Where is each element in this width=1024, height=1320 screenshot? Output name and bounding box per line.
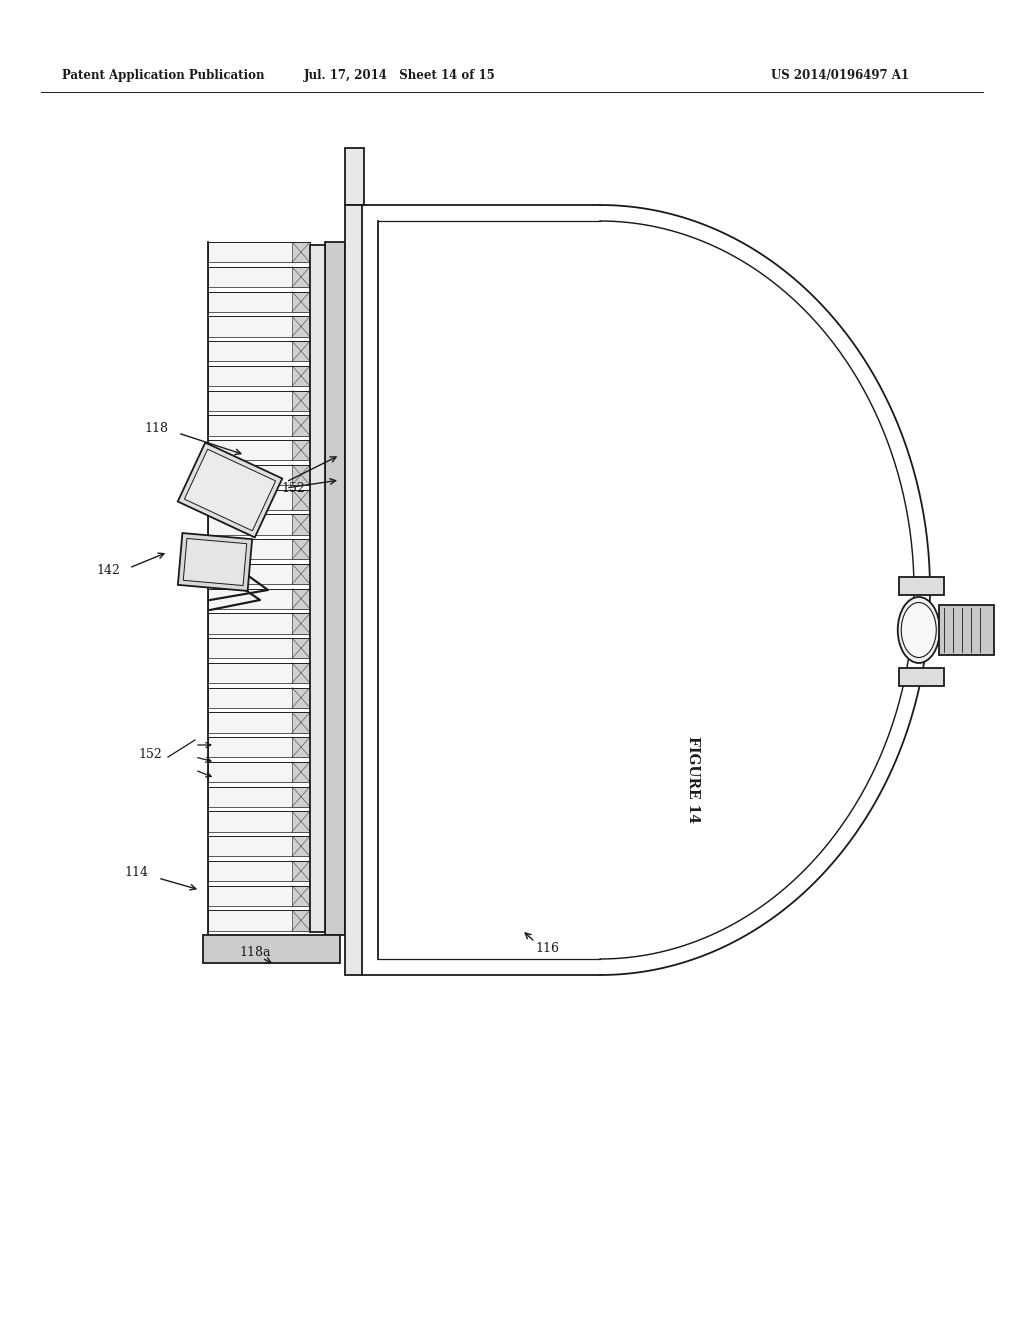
Bar xyxy=(208,391,310,411)
Bar xyxy=(292,440,310,461)
Text: Patent Application Publication: Patent Application Publication xyxy=(62,69,264,82)
Bar xyxy=(208,490,310,510)
Bar xyxy=(292,787,310,807)
Bar xyxy=(292,836,310,857)
Text: US 2014/0196497 A1: US 2014/0196497 A1 xyxy=(771,69,909,82)
Bar xyxy=(208,762,310,781)
Bar xyxy=(292,713,310,733)
Text: Jul. 17, 2014   Sheet 14 of 15: Jul. 17, 2014 Sheet 14 of 15 xyxy=(304,69,496,82)
Text: 118: 118 xyxy=(144,421,168,434)
Bar xyxy=(292,465,310,484)
Ellipse shape xyxy=(901,602,936,657)
Bar xyxy=(203,935,340,964)
Text: 114: 114 xyxy=(124,866,148,879)
Bar xyxy=(310,246,325,932)
Bar xyxy=(292,391,310,411)
Bar xyxy=(292,366,310,385)
Text: 116: 116 xyxy=(535,941,559,954)
Bar xyxy=(208,787,310,807)
Text: 142: 142 xyxy=(96,564,120,577)
Bar xyxy=(292,688,310,708)
Bar xyxy=(292,292,310,312)
Bar xyxy=(208,861,310,880)
Bar xyxy=(292,911,310,931)
Bar xyxy=(939,605,993,655)
Bar xyxy=(208,440,310,461)
Bar xyxy=(292,861,310,880)
Bar xyxy=(208,886,310,906)
Bar xyxy=(208,688,310,708)
Bar xyxy=(292,663,310,682)
Bar xyxy=(292,539,310,560)
Bar xyxy=(208,465,310,484)
Bar xyxy=(292,812,310,832)
Bar xyxy=(208,836,310,857)
Polygon shape xyxy=(183,539,247,586)
Bar xyxy=(208,267,310,286)
Bar xyxy=(208,539,310,560)
Bar xyxy=(208,242,310,263)
Bar xyxy=(292,490,310,510)
Text: 152: 152 xyxy=(281,482,305,495)
Bar xyxy=(292,886,310,906)
Bar xyxy=(292,416,310,436)
Bar xyxy=(208,812,310,832)
Bar xyxy=(208,564,310,583)
Text: FIGURE 14: FIGURE 14 xyxy=(686,737,700,824)
Polygon shape xyxy=(899,668,944,686)
Bar xyxy=(292,589,310,609)
Text: 118a: 118a xyxy=(240,945,270,958)
Bar xyxy=(208,341,310,362)
Bar xyxy=(208,737,310,758)
Bar xyxy=(208,515,310,535)
Bar xyxy=(292,737,310,758)
Bar xyxy=(345,148,364,205)
Bar xyxy=(292,515,310,535)
Polygon shape xyxy=(178,533,252,591)
Bar xyxy=(208,589,310,609)
Bar xyxy=(292,341,310,362)
Bar xyxy=(345,205,362,975)
Bar xyxy=(292,317,310,337)
Bar xyxy=(292,762,310,781)
Polygon shape xyxy=(899,577,944,595)
Bar xyxy=(208,366,310,385)
Polygon shape xyxy=(184,449,275,531)
Bar xyxy=(292,564,310,583)
Text: 152: 152 xyxy=(138,748,162,762)
Bar xyxy=(208,292,310,312)
Bar xyxy=(208,638,310,659)
Bar xyxy=(292,614,310,634)
Bar xyxy=(208,713,310,733)
Bar xyxy=(208,317,310,337)
Bar xyxy=(208,911,310,931)
Bar xyxy=(292,267,310,286)
Bar xyxy=(208,614,310,634)
Ellipse shape xyxy=(898,597,940,663)
Polygon shape xyxy=(178,442,283,537)
Bar xyxy=(292,242,310,263)
Bar xyxy=(325,242,345,935)
Bar xyxy=(292,638,310,659)
Bar xyxy=(208,663,310,682)
Bar xyxy=(208,416,310,436)
